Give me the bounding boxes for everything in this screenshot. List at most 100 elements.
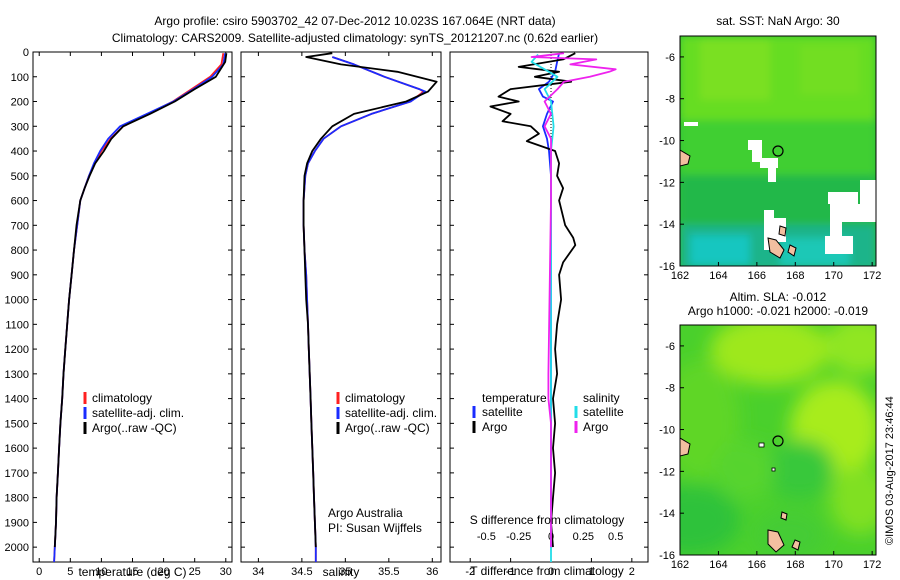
sla-map-frame <box>679 324 877 556</box>
map-ytick-label: -6 <box>665 341 675 353</box>
map-xtick-label: 166 <box>748 559 766 571</box>
salinity-xlabel: salinity <box>323 565 360 579</box>
salinity-xtick-label: 35 <box>339 566 351 578</box>
temperature-xtick-label: 10 <box>95 566 107 578</box>
t-diff-xtick-label: 0 <box>548 566 554 578</box>
pi-label: PI: Susan Wijffels <box>328 521 422 535</box>
depth-tick-label: 1000 <box>5 295 29 307</box>
depth-tick-label: 700 <box>11 220 29 232</box>
salinity-series-argo-raw-qc <box>302 52 438 548</box>
depth-tick-label: 1900 <box>5 517 29 529</box>
salinity-legend-label: Argo(..raw -QC) <box>345 421 430 435</box>
depth-tick-label: 1600 <box>5 443 29 455</box>
map-ytick-label: -6 <box>665 52 675 64</box>
map-xtick-label: 162 <box>671 559 689 571</box>
difference-series-s-satellite <box>530 53 559 562</box>
depth-tick-label: 1100 <box>5 319 29 331</box>
map-ytick-label: -12 <box>659 177 675 189</box>
depth-tick-label: 900 <box>11 270 29 282</box>
map-ytick-label: -10 <box>659 425 675 437</box>
sst-map-image <box>680 36 876 266</box>
depth-tick-label: 600 <box>11 196 29 208</box>
depth-tick-label: 1200 <box>5 344 29 356</box>
difference-panel: -2 -1 0 1 2-0.5 -0.25 0 0.25 0.5 <box>449 51 649 578</box>
depth-tick-label: 100 <box>11 72 29 84</box>
depth-tick-label: 1400 <box>5 394 29 406</box>
map-xtick-label: 172 <box>863 270 881 282</box>
depth-tick-label: 1800 <box>5 493 29 505</box>
salinity-axes-box <box>240 51 442 563</box>
temperature-legend-label: climatology <box>92 391 152 405</box>
t-difference-label: T difference from climatology <box>470 564 624 578</box>
temperature-xtick-label: 0 <box>36 566 42 578</box>
temperature-axes-box <box>32 51 233 563</box>
temperature-panel: 0100200300400500600700800900100011001200… <box>5 47 233 579</box>
temperature-xtick-label: 15 <box>126 566 138 578</box>
map-xtick-label: 170 <box>825 270 843 282</box>
temperature-xtick-label: 20 <box>157 566 169 578</box>
depth-tick-label: 1500 <box>5 418 29 430</box>
salinity-xtick-label: 34 <box>252 566 264 578</box>
t-diff-xtick-label: -2 <box>465 566 475 578</box>
institution-label: Argo Australia <box>328 506 403 520</box>
legend-s-satellite: satellite <box>583 405 624 419</box>
map-xtick-label: 168 <box>786 559 804 571</box>
temperature-xtick-label: 30 <box>220 566 232 578</box>
sla-map-subtitle: Argo h1000: -0.021 h2000: -0.019 <box>688 304 868 318</box>
map-xtick-label: 162 <box>671 270 689 282</box>
map-xtick-label: 164 <box>709 270 727 282</box>
s-diff-xtick-label: -0.25 <box>506 531 531 543</box>
sla-map-image <box>680 325 876 555</box>
legend-title-salinity: salinity <box>583 391 620 405</box>
sla-map-title: Altim. SLA: -0.012 <box>730 290 827 304</box>
depth-tick-label: 0 <box>23 47 29 59</box>
temperature-legend-label: satellite-adj. clim. <box>92 406 184 420</box>
map-ytick-label: -14 <box>659 219 675 231</box>
depth-tick-label: 300 <box>11 121 29 133</box>
map-ytick-label: -12 <box>659 466 675 478</box>
t-diff-xtick-label: 1 <box>588 566 594 578</box>
map-ytick-label: -14 <box>659 508 675 520</box>
header-line-2: Climatology: CARS2009. Satellite-adjuste… <box>112 31 598 45</box>
depth-tick-label: 400 <box>11 146 29 158</box>
temperature-legend-label: Argo(..raw -QC) <box>92 421 177 435</box>
depth-tick-label: 200 <box>11 97 29 109</box>
sst-map-frame <box>679 35 877 267</box>
temperature-series-argo-raw-qc <box>53 53 228 548</box>
sst-map-axes: 162 164 166 168 170 172 -6 -8 -10 -12 -14 -16 <box>659 52 881 282</box>
depth-tick-label: 1700 <box>5 468 29 480</box>
depth-tick-label: 1300 <box>5 369 29 381</box>
map-xtick-label: 166 <box>748 270 766 282</box>
depth-tick-label: 500 <box>11 171 29 183</box>
s-diff-xtick-label: 0.5 <box>608 531 623 543</box>
map-ytick-label: -10 <box>659 136 675 148</box>
s-diff-xtick-label: 0.25 <box>573 531 594 543</box>
sla-map-axes: 162 164 166 168 170 172 -6 -8 -10 -12 -14 -16 <box>659 341 881 571</box>
t-diff-xtick-label: -1 <box>506 566 516 578</box>
t-diff-xtick-label: 2 <box>629 566 635 578</box>
map-xtick-label: 172 <box>863 559 881 571</box>
temperature-xtick-label: 5 <box>67 566 73 578</box>
salinity-xtick-label: 36 <box>426 566 438 578</box>
salinity-legend-label: climatology <box>345 391 405 405</box>
salinity-xtick-label: 34.5 <box>291 566 312 578</box>
map-xtick-label: 170 <box>825 559 843 571</box>
map-ytick-label: -8 <box>665 94 675 106</box>
temperature-xlabel: temperature (deg C) <box>78 565 186 579</box>
copyright-stamp: ©IMOS 03-Aug-2017 23:46:44 <box>884 396 896 545</box>
difference-series-t-argo <box>489 52 577 548</box>
salinity-legend-label: satellite-adj. clim. <box>345 406 437 420</box>
legend-t-satellite: satellite <box>482 405 523 419</box>
map-xtick-label: 168 <box>786 270 804 282</box>
header-line-1: Argo profile: csiro 5903702_42 07-Dec-20… <box>154 14 555 28</box>
map-ytick-label: -16 <box>659 261 675 273</box>
legend-title-temperature: temperature <box>482 391 547 405</box>
s-diff-xtick-label: -0.5 <box>477 531 496 543</box>
map-xtick-label: 164 <box>709 559 727 571</box>
sst-map-title: sat. SST: NaN Argo: 30 <box>716 14 840 28</box>
salinity-panel: 34 34.5 35 35.5 36 salinity climatologysatelli… <box>240 51 442 579</box>
legend-t-argo: Argo <box>482 420 508 434</box>
sst-map-argo-marker <box>772 145 784 157</box>
difference-series-s-argo <box>530 52 617 548</box>
